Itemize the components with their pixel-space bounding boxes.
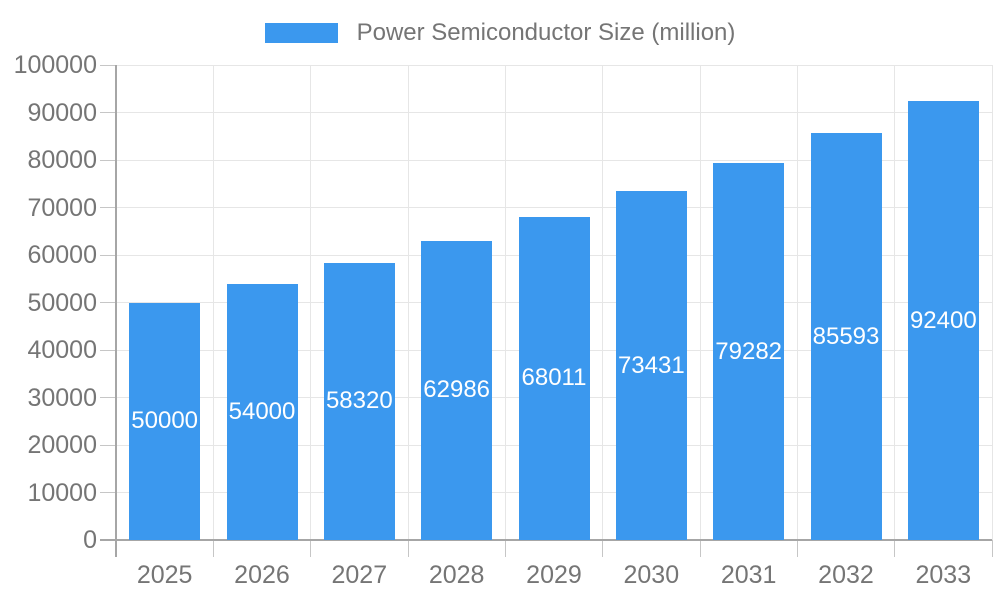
bar-value-label: 68011 bbox=[521, 364, 587, 392]
bar-value-label: 62986 bbox=[423, 376, 491, 404]
grid-line-horizontal bbox=[116, 112, 992, 113]
y-axis-tick bbox=[100, 397, 116, 398]
y-axis-tick bbox=[100, 444, 116, 446]
x-axis-tick-label: 2026 bbox=[234, 561, 290, 589]
bar-value-label: 54000 bbox=[228, 397, 296, 425]
y-axis-tick-label: 60000 bbox=[27, 241, 97, 269]
bar[interactable] bbox=[907, 101, 979, 540]
x-axis-tick bbox=[212, 540, 214, 557]
y-axis-line bbox=[115, 65, 117, 557]
y-axis-tick bbox=[100, 112, 116, 113]
grid-line-vertical bbox=[699, 65, 701, 540]
legend-swatch[interactable] bbox=[264, 23, 338, 43]
bar[interactable] bbox=[518, 216, 590, 540]
x-axis-tick bbox=[602, 540, 604, 557]
x-axis-line bbox=[100, 539, 992, 541]
x-axis-tick bbox=[894, 540, 896, 557]
grid-line-horizontal bbox=[116, 207, 992, 208]
x-axis-tick-label: 2029 bbox=[526, 561, 582, 589]
x-axis-tick bbox=[991, 540, 993, 557]
bar-value-label: 50000 bbox=[131, 407, 199, 435]
y-axis-tick-label: 80000 bbox=[27, 146, 97, 174]
grid-line-vertical bbox=[310, 65, 312, 540]
y-axis-tick bbox=[100, 349, 116, 351]
x-axis-tick bbox=[796, 540, 798, 557]
bar-value-label: 58320 bbox=[325, 387, 393, 415]
x-axis-tick-label: 2031 bbox=[720, 561, 777, 589]
x-axis-tick-label: 2025 bbox=[136, 561, 193, 589]
y-axis-tick-label: 70000 bbox=[27, 193, 97, 222]
y-axis-tick-label: 20000 bbox=[27, 431, 97, 459]
bar[interactable] bbox=[129, 302, 201, 540]
x-axis-tick-label: 2030 bbox=[623, 561, 680, 589]
bar[interactable] bbox=[615, 191, 687, 540]
y-axis-tick-label: 100000 bbox=[13, 51, 97, 79]
legend: Power Semiconductor Size (million) bbox=[0, 19, 1000, 46]
y-axis-tick bbox=[100, 159, 116, 161]
bar-value-label: 79282 bbox=[715, 337, 783, 365]
bar[interactable] bbox=[810, 133, 882, 540]
y-axis-tick bbox=[100, 302, 116, 303]
grid-line-horizontal bbox=[116, 159, 992, 161]
grid-line-horizontal bbox=[116, 64, 992, 66]
x-axis-tick-label: 2032 bbox=[818, 561, 874, 589]
bar[interactable] bbox=[421, 240, 493, 540]
y-axis-tick bbox=[100, 492, 116, 493]
grid-line-vertical bbox=[894, 65, 896, 540]
grid-line-vertical bbox=[407, 65, 409, 540]
grid-line-vertical bbox=[602, 65, 604, 540]
x-axis-tick-label: 2028 bbox=[428, 561, 485, 589]
x-axis-tick-label: 2033 bbox=[915, 561, 972, 589]
grid-line-vertical bbox=[504, 65, 506, 540]
y-axis-tick bbox=[100, 254, 116, 256]
y-axis-tick-label: 0 bbox=[83, 526, 97, 554]
y-axis-tick-label: 90000 bbox=[27, 98, 97, 127]
grid-line-vertical bbox=[212, 65, 214, 540]
legend-label: Power Semiconductor Size (million) bbox=[356, 19, 736, 46]
y-axis-tick bbox=[100, 64, 116, 66]
bar-value-label: 92400 bbox=[909, 306, 977, 334]
grid-line-vertical bbox=[796, 65, 798, 540]
bar[interactable] bbox=[226, 283, 298, 540]
y-axis-tick-label: 40000 bbox=[27, 336, 97, 364]
bar[interactable] bbox=[713, 163, 785, 540]
x-axis-tick-label: 2027 bbox=[331, 561, 388, 589]
x-axis-tick bbox=[504, 540, 506, 557]
y-axis-tick-label: 10000 bbox=[27, 478, 97, 507]
x-axis-tick bbox=[310, 540, 312, 557]
y-axis-tick-label: 50000 bbox=[27, 288, 97, 317]
y-axis-tick bbox=[100, 207, 116, 208]
x-axis-tick bbox=[699, 540, 701, 557]
bar-value-label: 85593 bbox=[812, 322, 880, 350]
x-axis-tick bbox=[407, 540, 409, 557]
bar-value-label: 73431 bbox=[617, 351, 685, 379]
bar[interactable] bbox=[323, 262, 395, 540]
grid-line-vertical bbox=[991, 65, 993, 540]
y-axis-tick-label: 30000 bbox=[27, 383, 97, 412]
